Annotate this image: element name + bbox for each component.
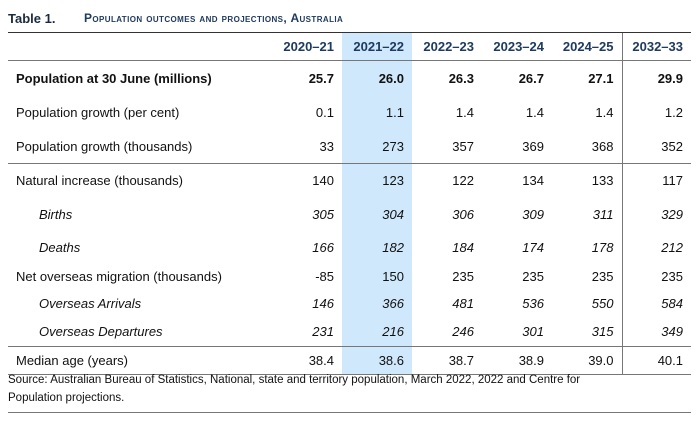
cell: 1.4 — [525, 104, 544, 120]
cell: 182 — [342, 231, 412, 263]
cell: -85 — [315, 269, 334, 284]
cell: 235 — [452, 269, 474, 284]
cell: 329 — [621, 197, 691, 231]
cell: 123 — [342, 163, 412, 197]
cell: 134 — [522, 173, 544, 188]
cell: 26.7 — [518, 70, 544, 86]
cell: 33 — [272, 129, 342, 164]
cell: 140 — [312, 173, 334, 188]
cell: 184 — [452, 239, 474, 255]
cell: 306 — [452, 206, 474, 222]
cell: 315 — [552, 317, 622, 347]
cell: 357 — [412, 129, 482, 164]
cell: 174 — [522, 239, 544, 255]
cell: 1.4 — [595, 104, 614, 120]
source-line: Population projections. — [8, 392, 125, 404]
cell: 39.0 — [552, 346, 622, 375]
table-row: Net overseas migration (thousands) -85 1… — [8, 263, 691, 290]
row-label: Median age (years) — [8, 346, 272, 375]
cell: 481 — [452, 296, 474, 311]
cell: 246 — [412, 317, 482, 347]
row-label: Natural increase (thousands) — [16, 173, 183, 188]
table-row: Median age (years) 38.4 38.6 38.7 38.9 3… — [8, 346, 691, 375]
col-header: 2024–25 — [552, 33, 622, 61]
cell: 536 — [522, 296, 544, 311]
cell: 1.1 — [342, 95, 412, 129]
row-label: Population growth (thousands) — [8, 129, 272, 164]
cell: 301 — [482, 317, 552, 347]
cell: 231 — [272, 317, 342, 347]
cell: 38.4 — [272, 346, 342, 375]
cell: 235 — [522, 269, 544, 284]
table-title-row: Table 1. Population outcomes and project… — [8, 8, 343, 28]
col-header: 2020–21 — [272, 33, 342, 61]
row-label: Births — [39, 206, 73, 222]
header-blank — [8, 33, 272, 61]
cell: 349 — [621, 317, 691, 347]
table-row: Natural increase (thousands) 140 123 122… — [8, 163, 691, 197]
table-row: Births 305 304 306 309 311 329 — [8, 197, 691, 231]
cell: 216 — [342, 317, 412, 347]
cell: 550 — [591, 296, 614, 311]
cell: 369 — [482, 129, 552, 164]
cell: 304 — [342, 197, 412, 231]
cell: 235 — [591, 269, 614, 284]
cell: 1.2 — [621, 95, 691, 129]
row-label: Population growth (per cent) — [16, 104, 180, 120]
cell: 38.7 — [412, 346, 482, 375]
cell: 305 — [312, 206, 334, 222]
cell: 25.7 — [308, 70, 334, 86]
table-row: Population growth (thousands) 33 273 357… — [8, 129, 691, 164]
header-row: 2020–21 2021–22 2022–23 2023–24 2024–25 … — [8, 33, 691, 61]
cell: 122 — [452, 173, 474, 188]
row-label: Overseas Arrivals — [39, 296, 142, 311]
cell: 38.9 — [482, 346, 552, 375]
cell: 273 — [342, 129, 412, 164]
cell: 235 — [621, 263, 691, 290]
bottom-rule — [8, 412, 691, 413]
cell: 26.3 — [448, 70, 474, 86]
cell: 150 — [342, 263, 412, 290]
table-row: Population at 30 June (millions) 25.7 26… — [8, 60, 691, 95]
source-line: Source: Australian Bureau of Statistics,… — [8, 374, 581, 386]
cell: 38.6 — [342, 346, 412, 375]
cell: 212 — [621, 231, 691, 263]
cell: 26.0 — [342, 60, 412, 95]
table-row: Overseas Arrivals 146 366 481 536 550 58… — [8, 290, 691, 317]
cell: 0.1 — [315, 104, 334, 120]
cell: 584 — [621, 290, 691, 317]
cell: 27.1 — [588, 70, 614, 86]
population-table: 2020–21 2021–22 2022–23 2023–24 2024–25 … — [8, 33, 691, 375]
cell: 40.1 — [621, 346, 691, 375]
cell: 146 — [312, 296, 334, 311]
row-label: Population at 30 June (millions) — [16, 70, 212, 86]
col-header: 2021–22 — [342, 33, 412, 61]
cell: 311 — [592, 206, 614, 222]
row-label: Net overseas migration (thousands) — [16, 269, 222, 284]
table-row: Deaths 166 182 184 174 178 212 — [8, 231, 691, 263]
cell: 1.4 — [455, 104, 474, 120]
cell: 117 — [621, 163, 691, 197]
col-header: 2023–24 — [482, 33, 552, 61]
cell: 29.9 — [621, 60, 691, 95]
table-row: Population growth (per cent) 0.1 1.1 1.4… — [8, 95, 691, 129]
cell: 366 — [342, 290, 412, 317]
col-header: 2022–23 — [412, 33, 482, 61]
table-row: Overseas Departures 231 216 246 301 315 … — [8, 317, 691, 347]
cell: 352 — [621, 129, 691, 164]
row-label: Deaths — [39, 239, 81, 255]
table-title: Population outcomes and projections, Aus… — [84, 11, 344, 25]
cell: 368 — [552, 129, 622, 164]
col-header: 2032–33 — [621, 33, 691, 61]
cell: 166 — [312, 239, 334, 255]
cell: 178 — [591, 239, 614, 255]
top-rule — [8, 32, 691, 33]
cell: 133 — [591, 173, 614, 188]
source-note: Source: Australian Bureau of Statistics,… — [8, 371, 691, 407]
row-label: Overseas Departures — [8, 317, 272, 347]
cell: 309 — [522, 206, 544, 222]
table-label: Table 1. — [8, 10, 56, 26]
